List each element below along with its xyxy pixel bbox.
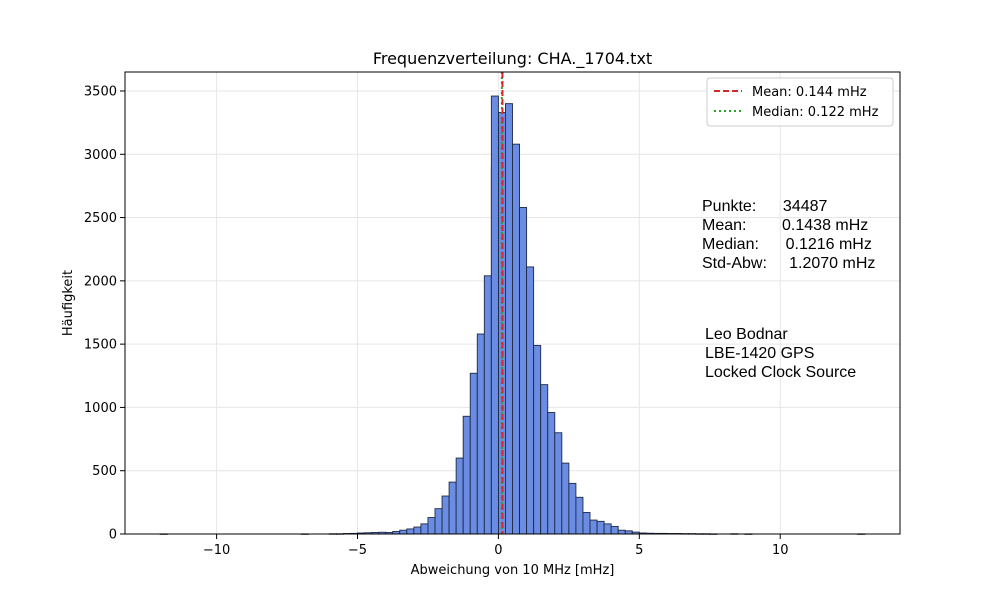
- x-axis-label: Abweichung von 10 MHz [mHz]: [411, 563, 615, 578]
- histogram-bar: [526, 266, 535, 535]
- stats-line-points: Punkte: 34487: [702, 198, 828, 215]
- histogram-bar: [434, 508, 443, 535]
- histogram-bar: [413, 526, 422, 535]
- x-tick-label: 0: [494, 543, 502, 558]
- stats-line-median: Median: 0.1216 mHz: [702, 236, 872, 253]
- histogram-bar: [561, 462, 570, 535]
- chart-title: Frequenzverteilung: CHA._1704.txt: [373, 49, 652, 69]
- histogram-bar: [575, 496, 584, 535]
- histogram-bar: [490, 95, 499, 535]
- histogram-bar: [399, 529, 408, 535]
- histogram-bar: [420, 523, 429, 535]
- y-tick-label: 2000: [84, 274, 117, 289]
- y-tick-label: 1500: [84, 338, 117, 353]
- histogram-bar: [582, 512, 591, 535]
- legend-box: [706, 77, 894, 127]
- y-tick-label: 0: [109, 528, 117, 543]
- source-line-model: LBE-1420 GPS: [705, 345, 814, 362]
- histogram-bar: [547, 412, 556, 535]
- histogram-bar: [427, 517, 436, 535]
- histogram-bar: [462, 415, 471, 535]
- source-line-description: Locked Clock Source: [705, 364, 856, 381]
- histogram-bar: [540, 384, 549, 535]
- stats-line-stddev: Std-Abw: 1.2070 mHz: [702, 255, 875, 272]
- histogram-bar: [603, 523, 612, 535]
- x-tick-label: −10: [203, 543, 230, 558]
- legend-mean-label: Mean: 0.144 mHz: [752, 85, 867, 100]
- histogram-bar: [476, 333, 485, 535]
- histogram-bar: [448, 481, 457, 535]
- histogram-bar: [568, 482, 577, 535]
- histogram-bar: [441, 495, 450, 535]
- source-line-vendor: Leo Bodnar: [705, 326, 788, 343]
- histogram-bar: [554, 432, 563, 535]
- histogram-bar: [589, 519, 598, 535]
- plot-frame: [124, 71, 901, 535]
- legend-median-label: Median: 0.122 mHz: [752, 105, 879, 120]
- x-tick-label: −5: [348, 543, 367, 558]
- y-tick-label: 3000: [84, 148, 117, 163]
- histogram-bars: [159, 95, 866, 535]
- histogram-bar: [455, 457, 464, 535]
- histogram-bar: [617, 529, 626, 535]
- histogram-bar: [469, 372, 478, 535]
- x-axis-ticks: −10 −5 0 5 10: [203, 534, 789, 558]
- reference-lines: [500, 72, 504, 534]
- y-tick-label: 2500: [84, 211, 117, 226]
- histogram-bar: [505, 103, 513, 535]
- x-tick-label: 10: [772, 543, 789, 558]
- y-tick-label: 3500: [84, 84, 117, 99]
- y-axis-label: Häufigkeit: [61, 270, 76, 336]
- histogram-bar: [610, 525, 619, 535]
- legend: Mean: 0.144 mHz Median: 0.122 mHz: [706, 77, 894, 127]
- y-tick-label: 500: [92, 464, 117, 479]
- y-tick-label: 1000: [84, 401, 117, 416]
- histogram-bar: [533, 344, 542, 535]
- x-tick-label: 5: [635, 543, 643, 558]
- stats-line-mean: Mean: 0.1438 mHz: [702, 217, 868, 234]
- stats-box: Punkte: 34487 Mean: 0.1438 mHz Median: 0…: [702, 198, 875, 272]
- source-box: Leo Bodnar LBE-1420 GPS Locked Clock Sou…: [705, 326, 856, 381]
- histogram-bar: [512, 143, 521, 535]
- histogram-bar: [483, 275, 492, 535]
- y-axis-ticks: 0 500 1000 1500 2000 2500 3000 3500: [84, 84, 125, 543]
- histogram-bar: [406, 528, 415, 535]
- histogram-bar: [519, 206, 528, 535]
- histogram-bar: [596, 520, 605, 535]
